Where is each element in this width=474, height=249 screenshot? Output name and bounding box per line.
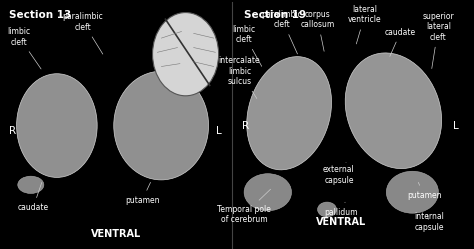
Text: lateral
ventricle: lateral ventricle — [348, 5, 382, 44]
Text: pallidum: pallidum — [325, 202, 358, 217]
Text: superior
lateral
cleft: superior lateral cleft — [423, 12, 454, 68]
Text: corpus
callosum: corpus callosum — [301, 10, 335, 51]
Text: putamen: putamen — [125, 183, 159, 205]
Ellipse shape — [244, 174, 292, 211]
Ellipse shape — [247, 57, 331, 170]
Ellipse shape — [318, 202, 337, 217]
Ellipse shape — [345, 53, 442, 169]
Ellipse shape — [114, 71, 209, 180]
Text: VENTRAL: VENTRAL — [91, 229, 141, 239]
Ellipse shape — [153, 12, 219, 96]
Text: caudate: caudate — [18, 183, 49, 212]
Ellipse shape — [386, 171, 438, 213]
Text: Section 19: Section 19 — [244, 9, 306, 20]
Text: VENTRAL: VENTRAL — [316, 217, 366, 227]
Text: external
capsule: external capsule — [323, 163, 355, 185]
Text: L: L — [216, 125, 221, 135]
Text: intercalate
limbic
sulcus: intercalate limbic sulcus — [219, 56, 260, 99]
Text: A: A — [156, 15, 162, 24]
Text: paralimbic
cleft: paralimbic cleft — [262, 10, 302, 54]
Ellipse shape — [17, 74, 97, 177]
Text: putamen: putamen — [407, 183, 441, 200]
Ellipse shape — [18, 176, 44, 193]
Text: paralimbic
cleft: paralimbic cleft — [63, 12, 103, 54]
Text: limbic
cleft: limbic cleft — [8, 27, 41, 69]
Text: limbic
cleft: limbic cleft — [233, 25, 262, 66]
Text: internal
capsule: internal capsule — [414, 212, 444, 232]
Text: R: R — [9, 125, 17, 135]
Text: Section 13: Section 13 — [9, 9, 72, 20]
Text: R: R — [242, 121, 249, 130]
Text: L: L — [453, 121, 458, 130]
Text: Temporal pole
of cerebrum: Temporal pole of cerebrum — [217, 189, 271, 224]
Text: caudate: caudate — [385, 28, 416, 56]
